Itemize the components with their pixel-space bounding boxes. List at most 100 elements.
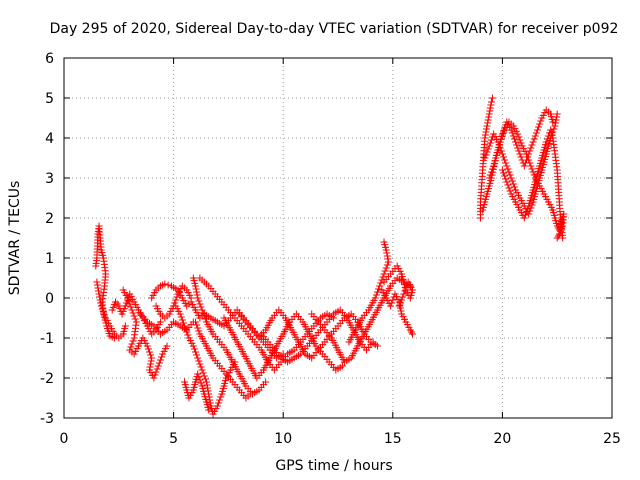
- data-point: [508, 177, 516, 185]
- data-point: [97, 302, 105, 310]
- y-tick-label: 0: [45, 291, 54, 307]
- data-point: [164, 281, 172, 289]
- data-point: [402, 284, 410, 292]
- data-point: [179, 319, 187, 327]
- data-point: [535, 123, 543, 131]
- data-point: [404, 278, 412, 286]
- data-point: [147, 360, 155, 368]
- data-point: [176, 310, 184, 318]
- data-point: [203, 381, 211, 389]
- data-point: [514, 144, 522, 152]
- data-point: [373, 288, 381, 296]
- data-point: [530, 135, 538, 143]
- data-point: [486, 107, 494, 115]
- x-tick-label: 25: [603, 431, 621, 447]
- data-point: [204, 384, 212, 392]
- y-tick-label: 6: [45, 51, 54, 67]
- data-point: [484, 119, 492, 127]
- data-point: [95, 290, 103, 298]
- data-point: [507, 174, 515, 182]
- data-point: [130, 312, 138, 320]
- data-point: [481, 131, 489, 139]
- data-point: [201, 315, 209, 323]
- data-point: [193, 288, 201, 296]
- data-point: [483, 125, 491, 133]
- data-point: [523, 156, 531, 164]
- data-point: [486, 171, 494, 179]
- data-point: [527, 144, 535, 152]
- data-point: [383, 261, 391, 269]
- data-point: [206, 399, 214, 407]
- data-point: [121, 302, 129, 310]
- data-point: [156, 318, 164, 326]
- data-point: [509, 180, 517, 188]
- data-point: [520, 214, 528, 222]
- data-point: [128, 340, 136, 348]
- data-point: [201, 375, 209, 383]
- data-point: [121, 322, 129, 330]
- data-point: [499, 169, 507, 177]
- data-point: [526, 147, 534, 155]
- data-point: [507, 126, 515, 134]
- data-point: [510, 183, 518, 191]
- data-point: [99, 308, 107, 316]
- data-point: [126, 300, 134, 308]
- data-point: [380, 238, 388, 246]
- data-point: [485, 174, 493, 182]
- data-point: [171, 299, 179, 307]
- data-point: [200, 372, 208, 380]
- data-point: [163, 342, 171, 350]
- data-point: [190, 345, 198, 353]
- data-point: [183, 328, 191, 336]
- data-point: [512, 138, 520, 146]
- data-point: [524, 153, 532, 161]
- data-point: [196, 360, 204, 368]
- data-point: [194, 354, 202, 362]
- data-point: [193, 351, 201, 359]
- data-point: [202, 378, 210, 386]
- data-point: [195, 327, 203, 335]
- data-point: [192, 348, 200, 356]
- data-point: [197, 379, 205, 387]
- data-point: [152, 368, 160, 376]
- data-point: [398, 296, 406, 304]
- data-point: [403, 281, 411, 289]
- y-tick-label: -2: [40, 371, 54, 387]
- data-point: [399, 293, 407, 301]
- data-point: [498, 150, 506, 158]
- data-point: [200, 312, 208, 320]
- data-point: [198, 306, 206, 314]
- data-point: [504, 181, 512, 189]
- data-point: [529, 138, 537, 146]
- x-tick-label: 5: [169, 431, 178, 447]
- data-point: [482, 151, 490, 159]
- data-point: [505, 168, 513, 176]
- data-point: [517, 153, 525, 161]
- data-point: [497, 147, 505, 155]
- data-point: [409, 330, 417, 338]
- data-point: [93, 278, 101, 286]
- data-point: [199, 309, 207, 317]
- data-point: [482, 128, 490, 136]
- data-point: [161, 280, 169, 288]
- x-tick-label: 20: [493, 431, 511, 447]
- data-point: [148, 354, 156, 362]
- data-point: [213, 402, 221, 410]
- y-tick-label: 5: [45, 91, 54, 107]
- y-tick-label: 2: [45, 211, 54, 227]
- data-point: [199, 369, 207, 377]
- data-point: [397, 307, 405, 315]
- data-point: [514, 130, 522, 138]
- data-point: [401, 287, 409, 295]
- data-point: [489, 165, 497, 173]
- data-point: [96, 293, 104, 301]
- data-point: [553, 234, 561, 242]
- data-point: [193, 291, 201, 299]
- data-point: [129, 337, 137, 345]
- data-point: [521, 211, 529, 219]
- y-tick-label: 4: [45, 131, 54, 147]
- data-points: [92, 94, 568, 418]
- data-point: [513, 141, 521, 149]
- x-tick-label: 15: [384, 431, 402, 447]
